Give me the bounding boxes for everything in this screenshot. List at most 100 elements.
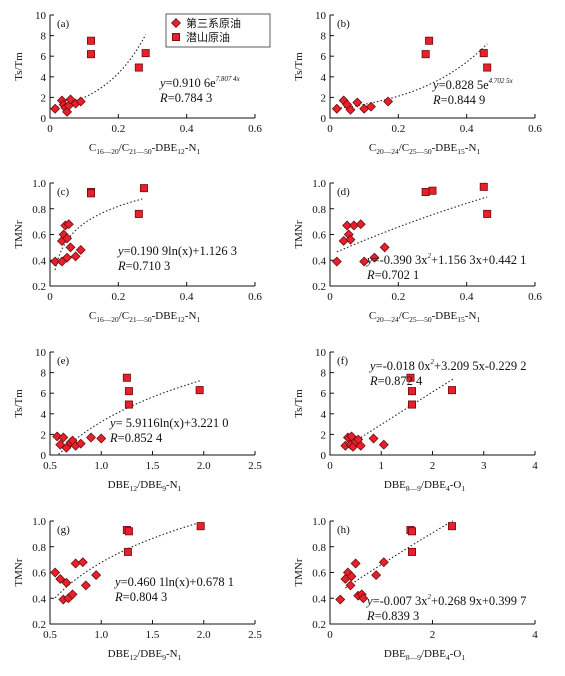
point-diamond [70, 251, 81, 262]
fit-equation: y=0.910 6e7.807 4x​ [158, 75, 241, 90]
y-tick-label: 1.0 [312, 516, 326, 528]
point-square [196, 522, 205, 531]
point-square [483, 63, 492, 72]
y-axis-label: Ts/Tm [13, 389, 25, 418]
fit-curve [336, 43, 488, 110]
x-axis-label: C16—20​/C21—50​-DBE12​-N1​ [89, 142, 201, 156]
y-tick-label: 0 [321, 113, 327, 125]
y-tick-label: 0.2 [32, 619, 46, 631]
point-diamond [383, 96, 394, 107]
y-axis-label: Ts/Tm [13, 52, 25, 81]
panel-label: (d) [337, 186, 350, 198]
y-tick-label: 10 [35, 347, 47, 359]
x-axis-label: DBE8—9​/DBE4​-O1​ [384, 479, 465, 493]
panel-e: 0.5 1.0 1.5 2.0 2.5 0 2 4 6 8 10 (e) Ts/Tm DBE12​/DBE… [13, 347, 262, 493]
r-value: R=0.784 3 [159, 91, 212, 105]
panel-h: 0 2 4 0.2 0.4 0.6 0.8 1.0 (h) TMNr DBE8—9​/DBE4​-O… [293, 516, 538, 662]
point-diamond [348, 220, 359, 231]
x-tick-label: 0.2 [111, 291, 125, 303]
point-square [428, 186, 437, 195]
y-tick-label: 0.4 [32, 255, 46, 267]
y-tick-label: 0.4 [312, 255, 326, 267]
legend-entry-label: 第三系原油 [186, 16, 241, 30]
point-square [195, 386, 204, 395]
point-diamond [345, 580, 356, 591]
x-axis-label: C20—24​/C25—50​-DBE15​-N1​ [369, 142, 481, 156]
y-tick-label: 0.6 [32, 230, 46, 242]
y-tick-label: 4 [321, 409, 327, 421]
point-square [122, 373, 131, 382]
point-diamond [350, 558, 361, 569]
x-tick-label: 0.4 [180, 123, 194, 135]
x-tick-label: 0.5 [43, 460, 57, 472]
fit-curve [336, 196, 488, 253]
point-diamond [358, 593, 369, 604]
point-diamond [86, 432, 96, 443]
y-tick-label: 2 [321, 92, 327, 104]
y-tick-label: 6 [321, 51, 327, 63]
y-tick-label: 6 [321, 388, 327, 400]
x-axis-label: DBE8—9​/DBE4​-O1​ [384, 648, 465, 662]
point-diamond [58, 432, 69, 443]
fit-equation: y=0.460 1ln(x)+0.678 1 [113, 575, 234, 589]
legend-square-marker [171, 33, 180, 42]
y-tick-label: 0.6 [312, 230, 326, 242]
x-tick-label: 0 [327, 123, 333, 135]
point-square [139, 184, 148, 193]
point-diamond [338, 235, 349, 246]
point-diamond [359, 256, 370, 267]
x-tick-label: 0.4 [460, 123, 474, 135]
y-tick-label: 8 [321, 368, 327, 380]
y-tick-label: 2 [41, 92, 47, 104]
y-axis-label: TMNr [293, 558, 305, 586]
point-square [141, 49, 150, 58]
y-tick-label: 0.2 [312, 619, 326, 631]
panel-label: (c) [57, 186, 70, 198]
x-tick-label: 0 [47, 123, 53, 135]
point-square [407, 527, 416, 536]
point-diamond [368, 433, 379, 444]
point-diamond [96, 433, 107, 444]
point-diamond [345, 234, 356, 245]
y-tick-label: 6 [41, 388, 47, 400]
y-tick-label: 0.8 [32, 204, 46, 216]
r-value: R=0.844 9 [432, 93, 485, 107]
y-tick-label: 0.6 [312, 568, 326, 580]
point-square [479, 182, 488, 191]
x-axis-label: DBE12​/DBE9​-N1​ [108, 648, 182, 662]
fit-equation: y=-0.018 0x2​+3.209 5x-0.229 2 [368, 358, 527, 373]
point-square [425, 36, 434, 45]
point-square [421, 50, 430, 59]
x-tick-label: 2 [430, 629, 436, 641]
y-tick-label: 8 [321, 31, 327, 43]
x-tick-label: 2.0 [197, 460, 211, 472]
point-diamond [75, 96, 86, 107]
panel-label: (h) [337, 524, 350, 536]
point-diamond [346, 571, 357, 582]
point-diamond [75, 244, 86, 255]
x-tick-label: 0.6 [248, 123, 262, 135]
y-tick-label: 0.8 [312, 542, 326, 554]
y-tick-label: 1.0 [32, 516, 46, 528]
y-tick-label: 0.4 [312, 593, 326, 605]
y-axis-label: Ts/Tm [293, 389, 305, 418]
y-tick-label: 0.8 [312, 204, 326, 216]
point-square [407, 400, 416, 409]
x-tick-label: 1.5 [146, 629, 160, 641]
point-square [406, 373, 415, 382]
r-value: R=0.839 3 [366, 609, 419, 623]
x-tick-label: 0.6 [528, 123, 542, 135]
fit-equation: y= 5.9116ln(x)+3.221 0 [108, 416, 229, 430]
x-tick-label: 2.0 [197, 629, 211, 641]
y-tick-label: 0.6 [32, 568, 46, 580]
axis-lines [329, 521, 535, 625]
point-square [483, 209, 492, 218]
point-square [123, 547, 132, 556]
point-diamond [55, 573, 66, 584]
point-square [447, 522, 456, 531]
point-diamond [63, 219, 74, 230]
x-tick-label: 2.5 [248, 460, 262, 472]
axis-lines [329, 183, 535, 287]
y-tick-label: 1.0 [312, 178, 326, 190]
